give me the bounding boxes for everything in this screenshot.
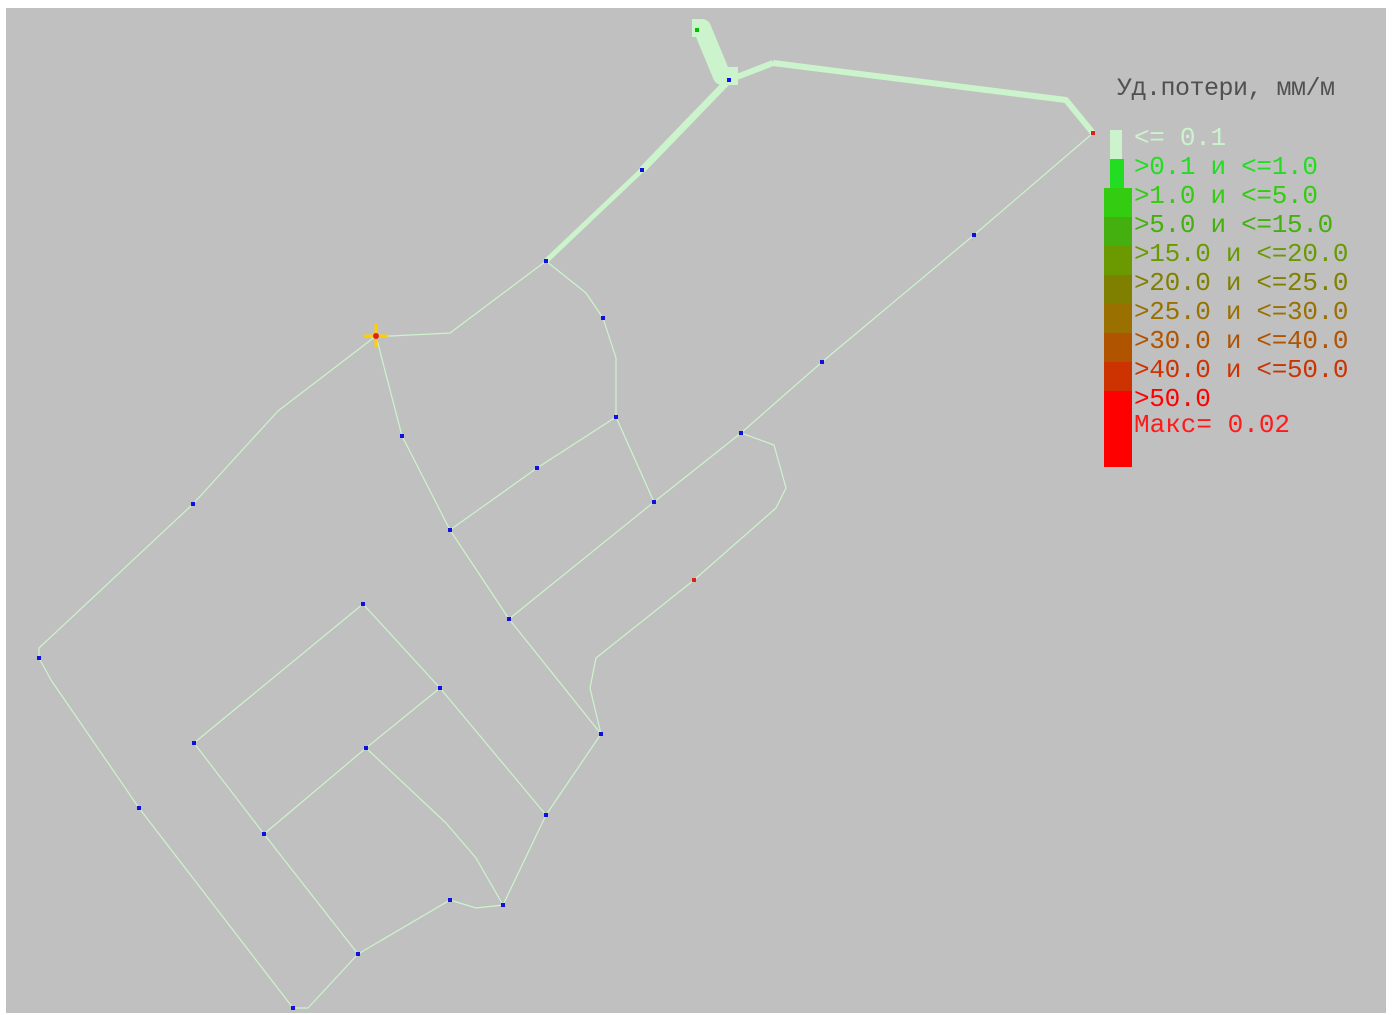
pipe-p7[interactable]: [508, 432, 742, 620]
pipe-p6[interactable]: [740, 132, 1094, 434]
node-n14[interactable]: [448, 528, 452, 532]
pipe-p2[interactable]: [772, 60, 1096, 135]
legend-title: Уд.потери, мм/м: [1117, 74, 1335, 103]
node-n5[interactable]: [972, 233, 976, 237]
pipe-p5[interactable]: [544, 168, 644, 263]
nodes-layer: [37, 28, 1095, 1010]
legend-swatch: [1104, 275, 1132, 304]
node-n16[interactable]: [191, 502, 195, 506]
node-n19[interactable]: [291, 1006, 295, 1010]
pipe-p1[interactable]: [692, 19, 738, 85]
legend-item-label: >0.1 и <=1.0: [1134, 152, 1318, 182]
legend-item-label: >15.0 и <=20.0: [1134, 239, 1349, 269]
pipe-p8[interactable]: [589, 432, 787, 735]
node-n20[interactable]: [692, 578, 696, 582]
pipe-p13[interactable]: [193, 603, 364, 955]
legend-item-label: >1.0 и <=5.0: [1134, 181, 1318, 211]
node-n26[interactable]: [262, 832, 266, 836]
node-n4[interactable]: [1091, 131, 1095, 135]
pipes-layer: [38, 19, 1096, 1009]
node-n29[interactable]: [438, 686, 442, 690]
map-viewport[interactable]: Уд.потери, мм/м <= 0.1 >0.1 и <=1.0 >1.0 и…: [6, 8, 1386, 1013]
pipe-p15[interactable]: [263, 687, 441, 835]
legend-swatch: [1104, 362, 1132, 391]
node-n18[interactable]: [137, 806, 141, 810]
pipe-p12[interactable]: [449, 416, 617, 531]
node-n9[interactable]: [614, 415, 618, 419]
node-n23[interactable]: [501, 903, 505, 907]
node-n12[interactable]: [400, 434, 404, 438]
legend-swatch: [1110, 130, 1122, 159]
node-n27[interactable]: [192, 741, 196, 745]
legend-swatch: [1104, 246, 1132, 275]
legend-swatch: [1104, 333, 1132, 362]
legend-swatch: [1104, 188, 1132, 217]
node-n30[interactable]: [364, 746, 368, 750]
legend-item-label: >5.0 и <=15.0: [1134, 210, 1333, 240]
legend-item-label: >50.0: [1134, 384, 1211, 414]
pipe-p16[interactable]: [365, 747, 504, 906]
node-n7[interactable]: [739, 431, 743, 435]
legend-item-label: <= 0.1: [1134, 123, 1226, 153]
pipe-p4[interactable]: [639, 77, 732, 173]
node-n21[interactable]: [599, 732, 603, 736]
legend-swatch: [1104, 217, 1132, 246]
source-marker[interactable]: [364, 324, 388, 348]
legend: Уд.потери, мм/м <= 0.1 >0.1 и <=1.0 >1.0 и…: [1099, 72, 1386, 472]
pipe-p3[interactable]: [727, 60, 775, 83]
node-n10[interactable]: [652, 500, 656, 504]
node-n15[interactable]: [507, 617, 511, 621]
pipe-network-map[interactable]: [6, 8, 1386, 1013]
legend-item-label: >40.0 и <=50.0: [1134, 355, 1349, 385]
legend-item-label: >30.0 и <=40.0: [1134, 326, 1349, 356]
node-n0[interactable]: [695, 28, 699, 32]
legend-max-value: Макс= 0.02: [1134, 410, 1291, 440]
legend-swatch: [1104, 304, 1132, 333]
node-n13[interactable]: [535, 466, 539, 470]
node-n3[interactable]: [544, 259, 548, 263]
pipe-p14[interactable]: [362, 603, 547, 816]
legend-swatch: [1104, 391, 1132, 467]
crosshair-icon[interactable]: [364, 324, 388, 348]
node-n8[interactable]: [601, 316, 605, 320]
legend-item-label: >20.0 и <=25.0: [1134, 268, 1349, 298]
node-n28[interactable]: [361, 602, 365, 606]
node-n24[interactable]: [448, 898, 452, 902]
pipe-p9[interactable]: [545, 260, 655, 503]
pipe-p10[interactable]: [376, 260, 547, 337]
node-n2[interactable]: [640, 168, 644, 172]
pipe-p11[interactable]: [38, 335, 602, 1009]
legend-swatch: [1110, 159, 1124, 188]
legend-item-label: >25.0 и <=30.0: [1134, 297, 1349, 327]
node-n1[interactable]: [727, 78, 731, 82]
node-n22[interactable]: [544, 813, 548, 817]
node-n6[interactable]: [820, 360, 824, 364]
node-n25[interactable]: [356, 952, 360, 956]
node-n17[interactable]: [37, 656, 41, 660]
